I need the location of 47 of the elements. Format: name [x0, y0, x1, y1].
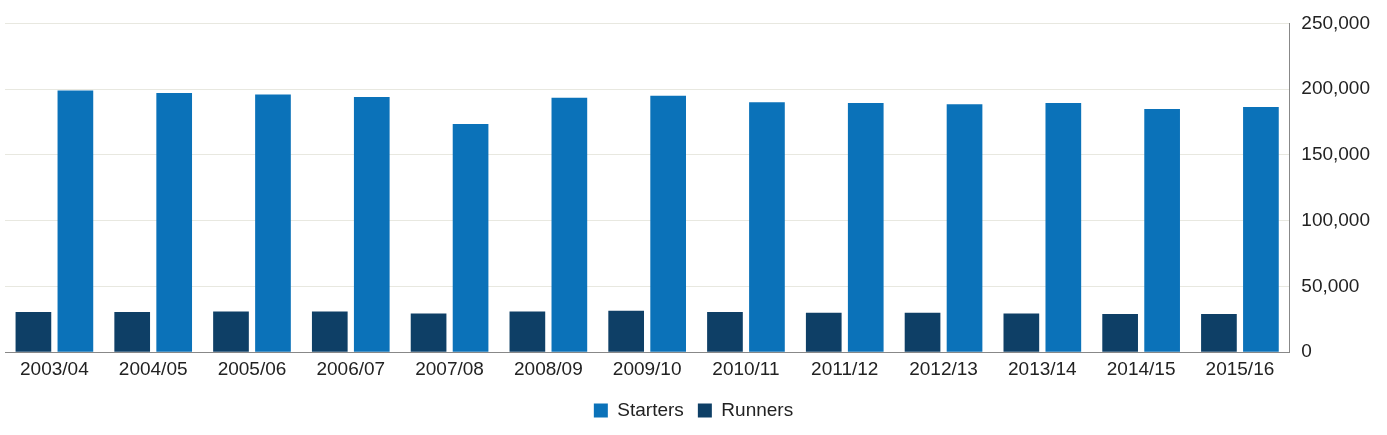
bar [311, 311, 348, 352]
bar [1102, 314, 1138, 352]
bar [847, 102, 884, 352]
bar [57, 90, 94, 352]
bar [1243, 106, 1279, 352]
legend-label: Starters [617, 398, 684, 420]
x-tick-label: 2013/14 [1007, 357, 1078, 379]
x-tick-label: 2007/08 [415, 357, 484, 379]
bar [707, 312, 743, 352]
bar [15, 312, 52, 352]
x-tick-label: 2010/11 [712, 357, 780, 379]
x-tick-label: 2004/05 [118, 357, 188, 379]
y-tick-label: 250,000 [1301, 11, 1371, 33]
bar [509, 311, 546, 352]
bar [946, 104, 983, 352]
legend-label: Runners [721, 398, 794, 420]
bar [452, 124, 489, 352]
bar [749, 102, 785, 352]
y-tick-label: 150,000 [1301, 143, 1371, 165]
x-tick-label: 2014/15 [1106, 357, 1176, 379]
y-tick-label: 200,000 [1301, 77, 1371, 99]
bar [1201, 314, 1237, 352]
bar [156, 93, 193, 352]
bar [608, 310, 645, 352]
x-tick-label: 2006/07 [316, 357, 386, 379]
x-tick-label: 2011/12 [811, 357, 879, 379]
bar [650, 95, 686, 352]
bar [114, 312, 151, 352]
bar [1045, 102, 1082, 352]
bar [255, 94, 291, 352]
y-tick-label: 0 [1301, 340, 1312, 362]
bar [805, 312, 842, 352]
x-tick-label: 2008/09 [514, 357, 583, 379]
x-tick-label: 2012/13 [909, 357, 978, 379]
y-tick-label: 100,000 [1301, 208, 1371, 230]
bar [213, 311, 249, 352]
bar [353, 97, 390, 352]
bar [904, 312, 941, 352]
y-tick-label: 50,000 [1301, 274, 1360, 296]
bar [1003, 313, 1040, 352]
x-tick-label: 2009/10 [612, 357, 682, 379]
bar [1144, 108, 1180, 352]
x-tick-label: 2015/16 [1205, 357, 1275, 379]
x-tick-label: 2005/06 [217, 357, 287, 379]
bar [551, 97, 588, 352]
bar [410, 313, 447, 352]
x-tick-label: 2003/04 [20, 357, 90, 379]
